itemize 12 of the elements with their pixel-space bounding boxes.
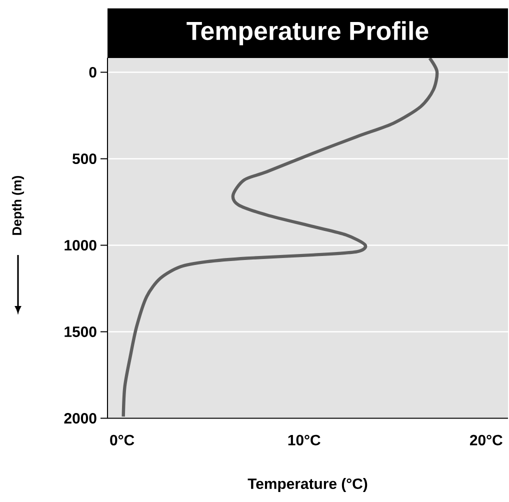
y-tick-label: 500 <box>72 153 96 164</box>
y-tick-label: 2000 <box>64 413 96 424</box>
y-tick-label: 1000 <box>64 240 96 251</box>
x-axis-title: Temperature (°C) <box>248 478 368 492</box>
x-tick-label: 10°C <box>288 434 320 446</box>
y-tick-label: 1500 <box>64 326 96 338</box>
x-tick-label: 0°C <box>110 434 134 446</box>
y-tick-label: 0 <box>89 66 96 78</box>
chart-title: Temperature Profile <box>186 21 428 46</box>
line-series <box>122 56 439 418</box>
x-tick-label: 20°C <box>470 434 502 446</box>
y-axis-title: Depth (m) <box>12 176 24 235</box>
